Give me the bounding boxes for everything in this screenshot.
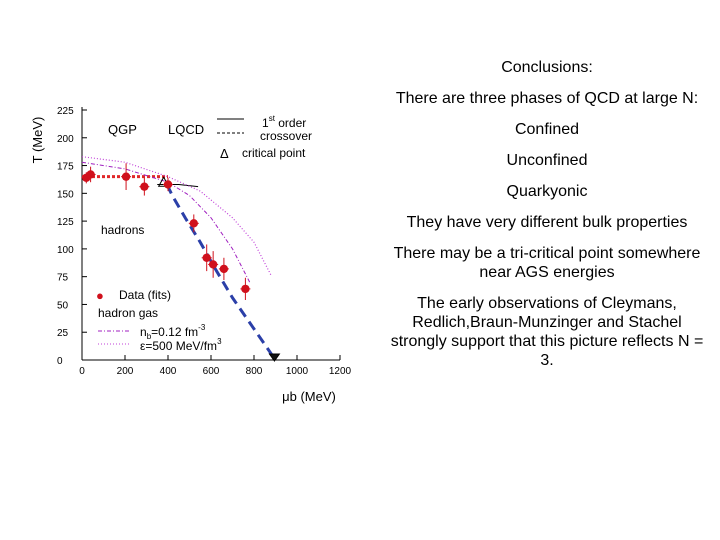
data-point-marker	[86, 170, 95, 179]
y-tick-label: 200	[57, 134, 74, 145]
data-point-marker	[163, 180, 173, 189]
legend-crossover-label: crossover	[260, 129, 312, 143]
data-point-marker	[202, 253, 211, 262]
x-tick-label: 200	[117, 366, 134, 377]
conclusion-item: Unconfined	[506, 152, 588, 169]
nb-curve-line	[81, 161, 251, 283]
legend-hadron-gas-label: hadron gas	[98, 306, 158, 320]
y-tick-label: 25	[57, 328, 69, 339]
data-point-marker	[219, 264, 229, 274]
data-point	[163, 177, 173, 192]
legend-first-order-label: 1st order	[262, 114, 306, 130]
legend-critical-point-marker: Δ	[220, 146, 229, 161]
conclusion-item: Confined	[514, 121, 580, 138]
conclusion-item: They have very different bulk properties	[406, 214, 688, 231]
legend-eps-label: ε=500 MeV/fm3	[140, 337, 222, 353]
data-point	[201, 244, 212, 272]
y-ticks: 0 25 50 75 100 125 150 175 200 225	[57, 106, 87, 367]
legend-data-marker: ●	[96, 288, 104, 303]
y-tick-label: 175	[57, 162, 74, 173]
conclusion-item: The early observations of Cleymans, Redl…	[390, 295, 704, 369]
conclusion-item: Quarkyonic	[506, 183, 588, 200]
hadrons-label: hadrons	[101, 223, 144, 237]
data-legend: ● Data (fits) hadron gas nb=0.12 fm-3 ε=…	[96, 288, 222, 353]
qgp-label: QGP	[108, 122, 137, 137]
y-tick-label: 75	[57, 273, 69, 284]
conclusions-panel: Conclusions: There are three phases of Q…	[384, 58, 710, 382]
y-tick-label: 150	[57, 189, 74, 200]
x-tick-label: 1000	[286, 366, 309, 377]
x-tick-label: 400	[160, 366, 177, 377]
data-point	[121, 163, 132, 190]
x-tick-label: 600	[203, 366, 220, 377]
data-point-marker	[189, 219, 198, 228]
x-ticks: 0 200 400 600 800 1000 1200	[79, 355, 352, 377]
y-tick-label: 0	[57, 356, 63, 367]
legend-critical-point-label: critical point	[242, 146, 306, 160]
data-point-marker	[241, 284, 250, 294]
data-point-marker	[208, 260, 218, 269]
x-tick-label: 1200	[329, 366, 352, 377]
y-tick-label: 225	[57, 106, 74, 117]
endpoint-marker	[268, 353, 281, 362]
data-point-marker	[121, 172, 131, 181]
legend-nb-label: nb=0.12 fm-3	[140, 323, 206, 341]
x-axis-label: μb (MeV)	[282, 389, 336, 404]
data-point	[188, 214, 199, 233]
lqcd-legend-title: LQCD	[168, 122, 204, 137]
y-tick-label: 100	[57, 245, 74, 256]
y-tick-label: 50	[57, 300, 69, 311]
phase-diagram-chart: 0 25 50 75 100 125 150 175 200 225 0 200 400 600 800 1…	[30, 106, 352, 404]
conclusions-title: Conclusions:	[501, 59, 593, 76]
lqcd-legend: LQCD 1st order crossover Δ critical poin…	[168, 114, 312, 161]
plot-points	[81, 163, 251, 300]
legend-data-label: Data (fits)	[119, 288, 171, 302]
eps-curve-line	[81, 156, 272, 276]
y-tick-label: 125	[57, 217, 74, 228]
data-point-marker	[140, 182, 149, 191]
data-point	[85, 166, 96, 183]
data-point	[208, 251, 219, 278]
data-point	[218, 257, 229, 280]
conclusion-item: There are three phases of QCD at large N…	[395, 90, 699, 107]
x-tick-label: 0	[79, 366, 85, 377]
x-tick-label: 800	[246, 366, 263, 377]
data-point	[240, 277, 251, 300]
y-axis-label: T (MeV)	[30, 117, 45, 164]
data-point	[139, 177, 150, 196]
conclusion-item: There may be a tri-critical point somewh…	[393, 245, 701, 281]
